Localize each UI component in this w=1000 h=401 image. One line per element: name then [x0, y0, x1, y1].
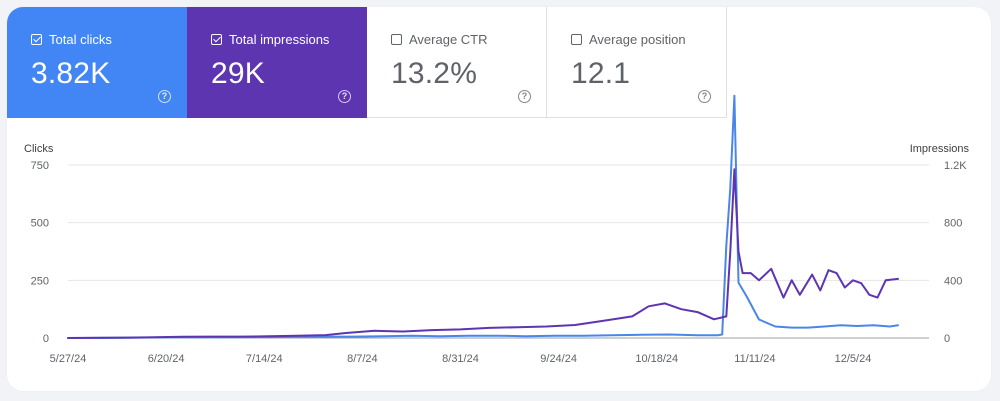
left-axis-tick-label: 750 — [31, 160, 49, 172]
left-axis-tick-label: 250 — [31, 275, 49, 287]
performance-chart: 0 0 250 400 500 800 750 1.2K Clicks Impressions 5/… — [24, 94, 970, 365]
right-axis-title: Impressions — [910, 143, 970, 155]
metric-header: Average CTR — [391, 32, 488, 47]
x-axis-tick-label: 8/31/24 — [442, 353, 479, 365]
series-line-clicks — [67, 94, 899, 339]
help-circle-icon[interactable]: ? — [518, 90, 531, 103]
checkbox-checked-icon[interactable] — [31, 34, 42, 45]
x-axis-tick-label: 9/24/24 — [540, 353, 577, 365]
x-axis-tick-label: 6/20/24 — [148, 353, 185, 365]
metric-label: Average CTR — [409, 32, 488, 47]
help-circle-icon[interactable]: ? — [338, 90, 351, 103]
right-axis-tick-label: 400 — [944, 275, 962, 287]
x-axis-tick-label: 5/27/24 — [50, 353, 87, 365]
left-axis-title: Clicks — [24, 143, 54, 155]
left-axis-tick-label: 500 — [31, 218, 49, 230]
metric-tiles: Total clicks 3.82K ? Total impressions 2… — [7, 7, 727, 118]
right-axis-tick-label: 1.2K — [944, 160, 967, 172]
metric-value: 3.82K — [31, 57, 111, 90]
metric-label: Total impressions — [229, 32, 330, 47]
metric-value: 29K — [211, 57, 265, 90]
x-axis-tick-label: 11/11/24 — [734, 353, 775, 365]
performance-card: 0 0 250 400 500 800 750 1.2K Clicks Impressions 5/… — [7, 7, 991, 391]
right-axis-tick-label: 0 — [944, 333, 950, 345]
x-axis-tick-label: 8/7/24 — [347, 353, 378, 365]
metric-value: 12.1 — [571, 57, 631, 90]
x-axis-tick-label: 12/5/24 — [835, 353, 872, 365]
metric-header: Average position — [571, 32, 686, 47]
metric-header: Total impressions — [211, 32, 329, 47]
metric-label: Total clicks — [49, 32, 112, 47]
metric-tile-total-impressions[interactable]: Total impressions 29K ? — [187, 7, 367, 118]
help-circle-icon[interactable]: ? — [158, 90, 171, 103]
x-axis-tick-label: 10/18/24 — [635, 353, 678, 365]
metric-tile-average-ctr[interactable]: Average CTR 13.2% ? — [367, 7, 547, 118]
series-line-impressions — [67, 168, 899, 339]
metric-value: 13.2% — [391, 57, 478, 90]
metric-header: Total clicks — [31, 32, 112, 47]
right-axis-tick-label: 800 — [944, 218, 962, 230]
metric-label: Average position — [589, 32, 686, 47]
x-axis-tick-label: 7/14/24 — [246, 353, 283, 365]
help-circle-icon[interactable]: ? — [698, 90, 711, 103]
checkbox-unchecked-icon[interactable] — [391, 34, 402, 45]
metric-tile-average-position[interactable]: Average position 12.1 ? — [547, 7, 727, 118]
metric-tile-total-clicks[interactable]: Total clicks 3.82K ? — [7, 7, 187, 118]
left-axis-tick-label: 0 — [43, 333, 49, 345]
checkbox-checked-icon[interactable] — [211, 34, 222, 45]
checkbox-unchecked-icon[interactable] — [571, 34, 582, 45]
